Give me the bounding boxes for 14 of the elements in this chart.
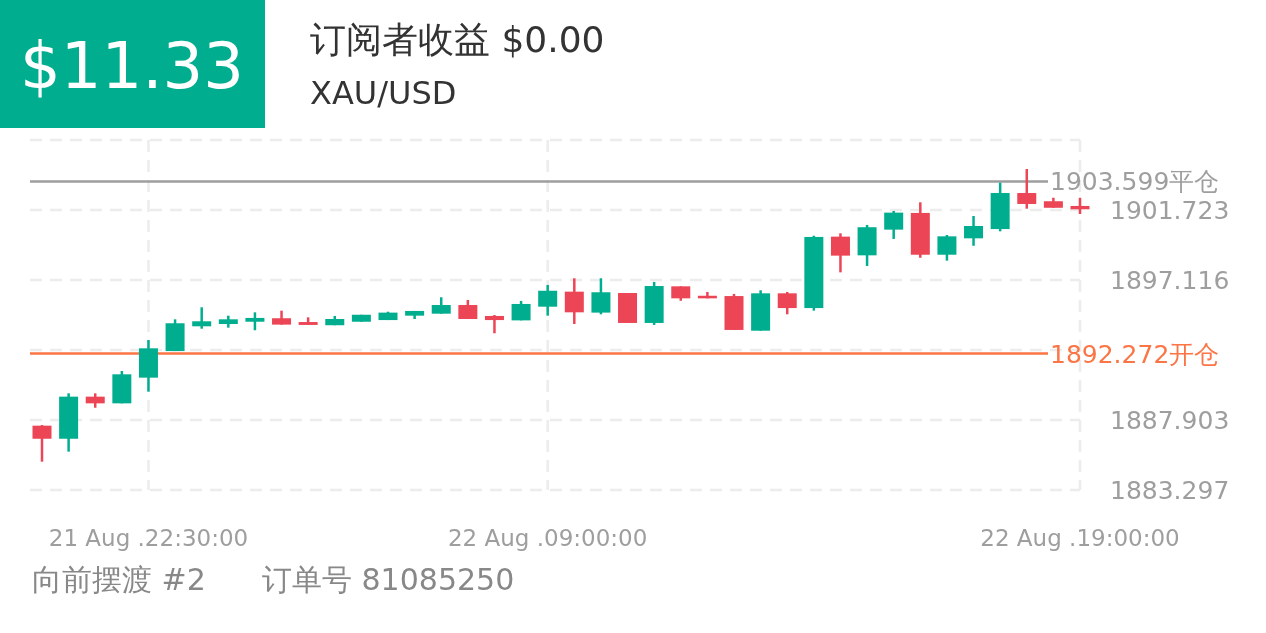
text: 向前摆渡 #2 [32, 562, 206, 597]
y-tick-label: 1897.116 [1110, 266, 1230, 296]
ref-line-label: 1903.599平仓 [1050, 167, 1220, 197]
y-tick-label: 1883.297 [1110, 476, 1230, 505]
x-tick-label: 22 Aug .19:00:00 [980, 525, 1180, 551]
x-tick-label: 22 Aug .09:00:00 [447, 525, 648, 551]
y-tick-label: 1901.723 [1110, 196, 1230, 226]
text: $11.33 [20, 29, 244, 103]
chart-subtitle: XAU/USD [310, 74, 457, 112]
x-tick-label: 21 Aug .22:30:00 [48, 525, 249, 551]
chart-title: 订阅者收益 $0.00 [310, 19, 605, 60]
y-tick-label: 1887.903 [1110, 406, 1230, 436]
text: 订单号 81085250 [262, 562, 515, 597]
ref-line-label: 1892.272开仓 [1050, 339, 1220, 369]
